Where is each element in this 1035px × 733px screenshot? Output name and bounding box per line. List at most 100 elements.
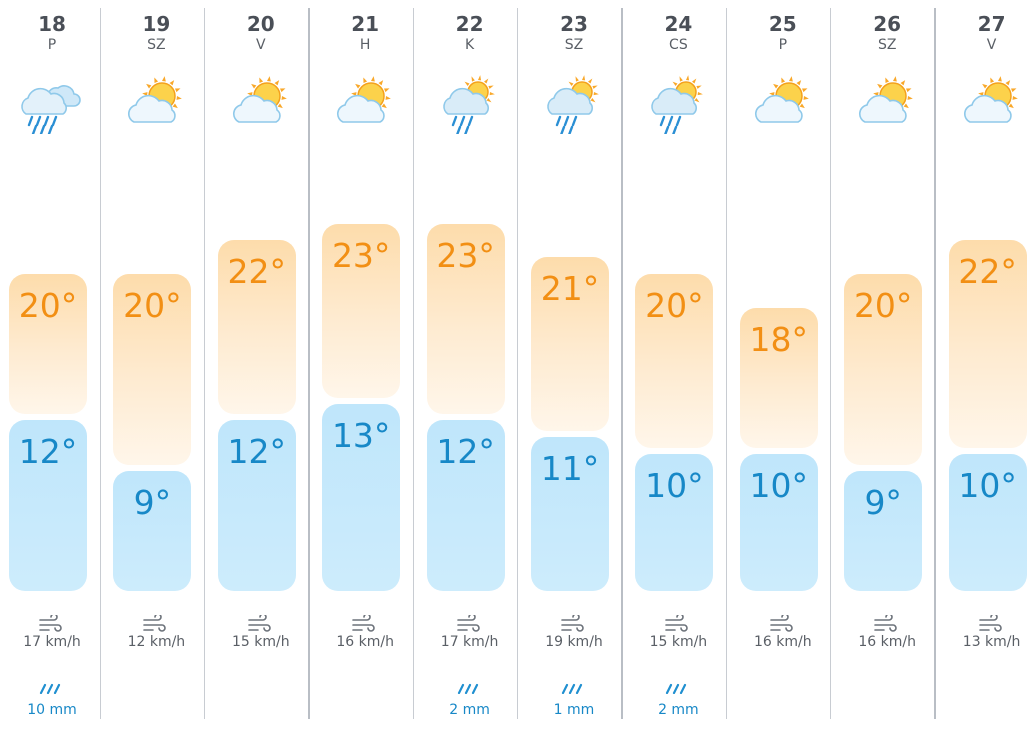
day-column[interactable]: 25 P 18° 10° 16 km/h xyxy=(731,8,835,719)
low-temp: 10° xyxy=(749,466,809,505)
wind-speed: 16 km/h xyxy=(753,634,812,650)
low-temp-bar: 13° xyxy=(322,403,401,591)
day-column[interactable]: 26 SZ 20° 9° 16 km/h xyxy=(835,8,939,719)
high-temp-bar: 20° xyxy=(635,274,714,448)
rain-cloud-icon xyxy=(20,70,84,136)
wind-icon xyxy=(560,613,584,633)
high-temp: 23° xyxy=(436,235,495,275)
precipitation-amount: 10 mm xyxy=(27,702,77,718)
high-temp-bar: 23° xyxy=(426,223,505,415)
sun-rain-cloud-icon xyxy=(542,70,606,137)
wind-icon xyxy=(873,613,897,633)
day-column[interactable]: 18 P 20° 12° 17 km/h 10 mm xyxy=(0,8,104,719)
day-of-week: SZ xyxy=(877,37,897,53)
day-date: 26 xyxy=(873,12,902,36)
wind-icon xyxy=(247,613,271,633)
low-temp: 10° xyxy=(645,466,704,505)
low-temp: 9° xyxy=(864,482,902,522)
day-separator xyxy=(308,8,310,719)
wind-icon xyxy=(769,613,793,633)
high-temp-bar: 22° xyxy=(217,240,296,415)
day-of-week: V xyxy=(986,37,997,53)
high-temp-bar: 18° xyxy=(739,307,818,448)
day-date: 23 xyxy=(560,12,588,36)
day-separator xyxy=(413,8,414,719)
day-date: 25 xyxy=(768,12,797,36)
high-temp-bar: 20° xyxy=(113,274,192,465)
low-temp-bar: 10° xyxy=(635,454,714,591)
wind-icon xyxy=(978,613,1002,633)
rain-icon xyxy=(455,679,481,695)
wind-speed: 13 km/h xyxy=(962,634,1021,650)
low-temp-bar: 12° xyxy=(217,420,296,591)
day-date: 24 xyxy=(664,12,693,36)
high-temp: 18° xyxy=(749,319,809,359)
day-column[interactable]: 19 SZ 20° 9° 12 km/h xyxy=(104,8,208,719)
wind-speed: 17 km/h xyxy=(23,634,81,650)
day-date: 19 xyxy=(142,12,171,36)
low-temp: 13° xyxy=(331,415,391,455)
high-temp: 23° xyxy=(331,235,391,275)
high-temp: 20° xyxy=(645,286,704,325)
high-temp-bar: 20° xyxy=(844,274,923,465)
day-column[interactable]: 21 H 23° 13° 16 km/h xyxy=(313,8,417,719)
day-separator xyxy=(100,8,101,719)
wind-icon xyxy=(664,613,689,633)
high-temp-bar: 21° xyxy=(531,257,609,432)
low-temp: 10° xyxy=(958,466,1017,505)
rain-icon xyxy=(37,679,63,695)
high-temp: 20° xyxy=(123,286,182,325)
rain-icon xyxy=(663,679,689,695)
low-temp-bar: 10° xyxy=(948,454,1027,591)
wind-speed: 16 km/h xyxy=(336,634,394,650)
day-date: 21 xyxy=(351,12,380,36)
low-temp: 12° xyxy=(227,432,287,472)
day-column[interactable]: 20 V 22° 12° 15 km/h xyxy=(209,8,313,719)
high-temp-bar: 22° xyxy=(948,240,1027,448)
sun-rain-cloud-icon xyxy=(646,70,710,137)
high-temp: 22° xyxy=(958,252,1017,292)
wind-speed: 19 km/h xyxy=(545,634,603,650)
high-temp-bar: 20° xyxy=(9,274,87,415)
precipitation-amount: 2 mm xyxy=(449,702,490,718)
wind-speed: 12 km/h xyxy=(127,634,186,650)
wind-speed: 15 km/h xyxy=(231,634,290,650)
high-temp: 21° xyxy=(540,269,600,309)
day-of-week: P xyxy=(47,37,57,53)
low-temp: 9° xyxy=(133,482,172,522)
high-temp-bar: 23° xyxy=(322,223,401,398)
day-column[interactable]: 27 V 22° 10° 13 km/h xyxy=(940,8,1035,719)
day-of-week: K xyxy=(465,37,475,53)
wind-icon xyxy=(142,613,167,633)
high-temp: 20° xyxy=(18,286,78,325)
precipitation-amount: 1 mm xyxy=(553,702,595,718)
day-date: 20 xyxy=(246,12,275,36)
day-of-week: CS xyxy=(669,37,688,53)
low-temp-bar: 10° xyxy=(739,454,818,591)
wind-speed: 17 km/h xyxy=(440,634,499,650)
low-temp-bar: 12° xyxy=(426,420,505,591)
wind-speed: 16 km/h xyxy=(858,634,916,650)
day-separator xyxy=(621,8,623,719)
precipitation-amount: 2 mm xyxy=(658,702,699,718)
day-date: 27 xyxy=(977,12,1006,36)
day-of-week: H xyxy=(359,37,371,53)
day-column[interactable]: 22 K 23° 12° 17 km/h 2 mm xyxy=(418,8,522,719)
day-of-week: SZ xyxy=(147,37,166,53)
high-temp: 22° xyxy=(227,252,287,292)
sun-rain-cloud-icon xyxy=(438,70,502,137)
wind-icon xyxy=(38,613,62,633)
low-temp: 11° xyxy=(540,449,600,489)
low-temp: 12° xyxy=(436,432,495,472)
low-temp-bar: 9° xyxy=(113,470,192,591)
day-date: 22 xyxy=(455,12,484,36)
partly-cloudy-icon xyxy=(124,70,188,134)
high-temp: 20° xyxy=(853,286,913,325)
partly-cloudy-icon xyxy=(960,70,1024,134)
day-of-week: V xyxy=(256,37,266,53)
day-of-week: SZ xyxy=(564,37,584,53)
partly-cloudy-icon xyxy=(229,70,293,134)
day-column[interactable]: 23 SZ 21° 11° 19 km/h 1 mm xyxy=(522,8,626,719)
day-column[interactable]: 24 CS 20° 10° 15 km/h 2 mm xyxy=(626,8,730,719)
